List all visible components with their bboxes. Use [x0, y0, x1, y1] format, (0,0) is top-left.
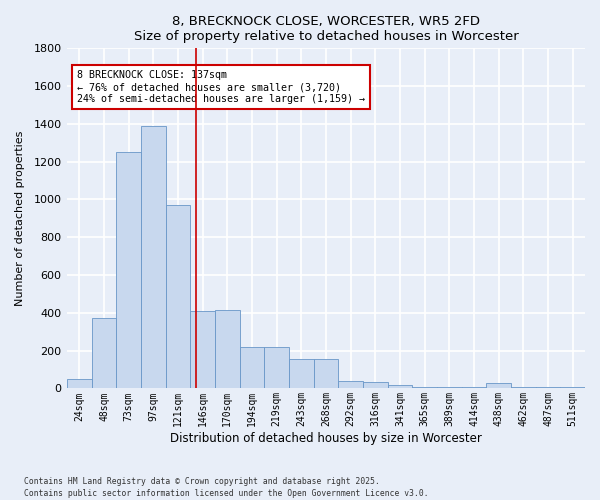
Bar — [487, 382, 511, 388]
Bar — [190, 311, 215, 388]
Bar — [92, 318, 116, 388]
Bar — [412, 386, 437, 388]
Text: Contains HM Land Registry data © Crown copyright and database right 2025.
Contai: Contains HM Land Registry data © Crown c… — [24, 476, 428, 498]
Bar — [239, 347, 265, 389]
Text: 8 BRECKNOCK CLOSE: 137sqm
← 76% of detached houses are smaller (3,720)
24% of se: 8 BRECKNOCK CLOSE: 137sqm ← 76% of detac… — [77, 70, 365, 104]
X-axis label: Distribution of detached houses by size in Worcester: Distribution of detached houses by size … — [170, 432, 482, 445]
Bar — [215, 310, 239, 388]
Bar — [437, 387, 461, 388]
Bar — [265, 347, 289, 389]
Bar — [141, 126, 166, 388]
Bar — [116, 152, 141, 388]
Bar — [314, 359, 338, 388]
Y-axis label: Number of detached properties: Number of detached properties — [15, 130, 25, 306]
Title: 8, BRECKNOCK CLOSE, WORCESTER, WR5 2FD
Size of property relative to detached hou: 8, BRECKNOCK CLOSE, WORCESTER, WR5 2FD S… — [134, 15, 518, 43]
Bar — [388, 384, 412, 388]
Bar — [289, 359, 314, 388]
Bar — [67, 379, 92, 388]
Bar — [363, 382, 388, 388]
Bar — [166, 205, 190, 388]
Bar — [338, 381, 363, 388]
